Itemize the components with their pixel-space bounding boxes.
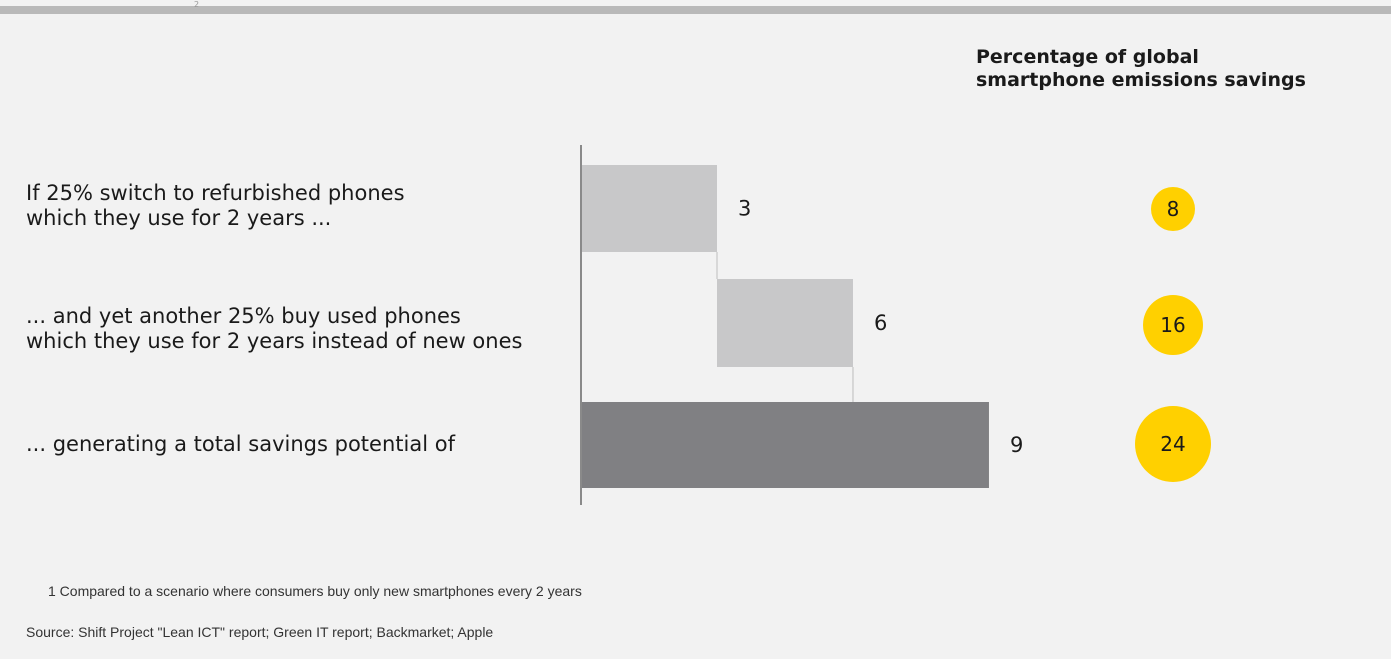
row-label-line: ... generating a total savings potential… — [26, 432, 455, 456]
percentage-circle: 8 — [1151, 187, 1195, 231]
percentage-value: 24 — [1160, 432, 1186, 456]
row-label-line: which they use for 2 years ... — [26, 206, 332, 230]
row-label-refurbished: If 25% switch to refurbished phones whic… — [26, 181, 405, 231]
total-bar — [581, 402, 989, 488]
top-rule — [0, 6, 1391, 14]
row-label-line: ... and yet another 25% buy used phones — [26, 304, 461, 328]
percentage-circle: 16 — [1143, 295, 1203, 355]
row-label-line: which they use for 2 years instead of ne… — [26, 329, 523, 353]
increment-bar — [716, 279, 853, 367]
row-label-total: ... generating a total savings potential… — [26, 432, 455, 457]
bar-value-label: 6 — [874, 311, 887, 335]
row-label-used: ... and yet another 25% buy used phones … — [26, 304, 522, 354]
percentage-column-title: Percentage of global smartphone emission… — [976, 46, 1376, 92]
percentage-value: 8 — [1166, 197, 1180, 221]
bar-value-label: 9 — [1010, 433, 1023, 457]
percentage-circle: 24 — [1135, 406, 1211, 482]
percentage-column-title-line-1: Percentage of global — [976, 46, 1199, 68]
footnote: 1 Compared to a scenario where consumers… — [48, 583, 582, 599]
source-note: Source: Shift Project "Lean ICT" report;… — [26, 624, 494, 640]
increment-bar — [581, 165, 717, 252]
row-label-line: If 25% switch to refurbished phones — [26, 181, 405, 205]
percentage-column-title-line-2: smartphone emissions savings — [976, 69, 1306, 91]
percentage-value: 16 — [1160, 313, 1186, 337]
footnote-marker: 2 — [194, 0, 200, 9]
bar-value-label: 3 — [738, 197, 751, 221]
